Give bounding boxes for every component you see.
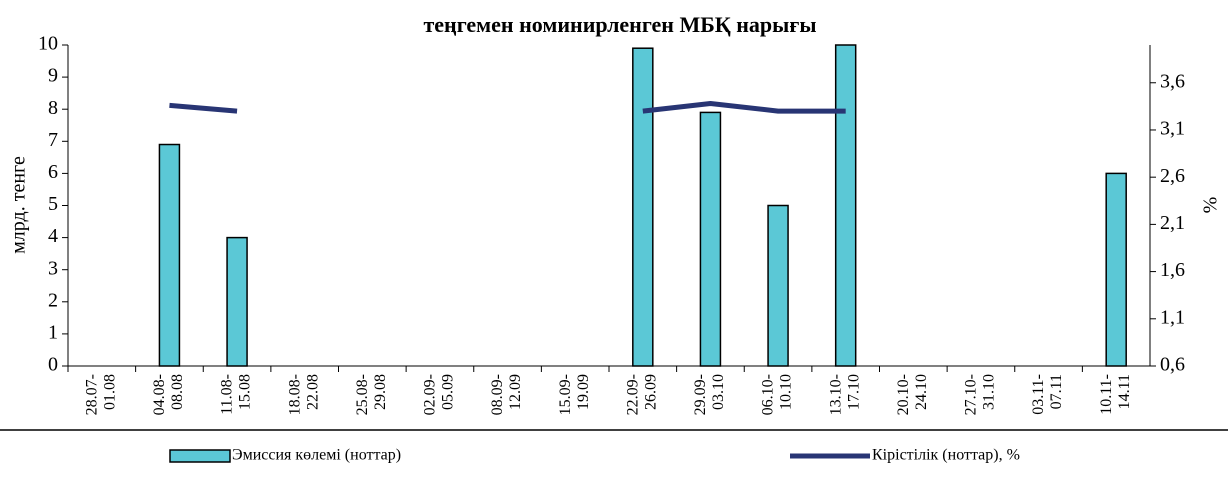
y2-tick-label: 0,6 (1160, 354, 1185, 376)
legend-swatch (169, 449, 231, 463)
x-tick-label: 05.09 (440, 374, 457, 410)
bar (834, 44, 857, 367)
x-tick-label: 22.09- (624, 374, 641, 415)
y-tick-label: 9 (48, 65, 58, 87)
bar (767, 204, 789, 367)
x-tick-label: 10.10 (778, 374, 795, 410)
y-tick-label: 5 (48, 193, 58, 215)
y2-tick-label: 1,6 (1160, 259, 1185, 281)
x-tick-label: 25.08- (354, 374, 371, 415)
x-tick-label: 14.11 (1116, 374, 1133, 409)
x-tick-label: 08.09- (489, 374, 506, 415)
x-tick-label: 26.09 (642, 374, 659, 410)
x-tick-label: 13.10- (827, 374, 844, 415)
x-tick-label: 11.08- (219, 374, 236, 415)
y-tick-label: 8 (48, 97, 58, 119)
line (169, 101, 846, 114)
x-tick-label: 10.11- (1098, 374, 1115, 415)
bar (699, 111, 722, 367)
y2-tick-label: 3,1 (1160, 118, 1185, 140)
x-tick-label: 15.08 (237, 374, 254, 410)
x-tick-label: 03.11- (1030, 374, 1047, 415)
x-tick-label: 03.10 (710, 374, 727, 410)
x-tick-label: 19.09 (575, 374, 592, 410)
x-tick-label: 29.09- (692, 374, 709, 415)
x-tick-label: 01.08 (101, 374, 118, 410)
legend-label: Кірістілік (ноттар), % (872, 447, 1020, 464)
y-tick-label: 2 (48, 289, 58, 311)
bar (1105, 172, 1127, 367)
x-tick-label: 29.08 (372, 374, 389, 410)
y-tick-label: 1 (48, 321, 58, 343)
bar (632, 47, 654, 367)
x-tick-label: 22.08 (304, 374, 321, 410)
y-tick-label: 4 (48, 225, 58, 247)
y-tick-label: 7 (48, 129, 58, 151)
y2-tick-label: 3,6 (1160, 70, 1185, 92)
x-tick-label: 07.11 (1048, 374, 1065, 409)
x-tick-label: 04.08- (151, 374, 168, 415)
bar (158, 143, 181, 367)
x-tick-label: 08.08 (169, 374, 186, 410)
x-tick-label: 02.09- (422, 374, 439, 415)
x-tick-label: 27.10- (963, 374, 980, 415)
y-tick-label: 3 (48, 257, 58, 279)
x-tick-label: 20.10- (895, 374, 912, 415)
y2-tick-label: 2,6 (1160, 165, 1185, 187)
x-tick-label: 28.07- (83, 374, 100, 415)
y2-axis-label: % (1200, 197, 1222, 214)
y-tick-label: 10 (38, 33, 58, 55)
chart-title: теңгемен номинирленген МБҚ нарығы (423, 12, 816, 37)
x-tick-label: 18.08- (286, 374, 303, 415)
bar (226, 236, 248, 367)
y2-tick-label: 1,1 (1160, 306, 1185, 328)
x-tick-label: 06.10- (760, 374, 777, 415)
x-tick-label: 15.09- (557, 374, 574, 415)
x-tick-label: 31.10 (981, 374, 998, 410)
x-tick-label: 17.10 (845, 374, 862, 410)
y-tick-label: 0 (48, 354, 58, 376)
x-tick-label: 24.10 (913, 374, 930, 410)
y-axis-label: млрд. тенге (8, 156, 30, 254)
y2-tick-label: 2,1 (1160, 212, 1185, 234)
x-tick-label: 12.09 (507, 374, 524, 410)
y-tick-label: 6 (48, 161, 58, 183)
legend-label: Эмиссия көлемі (ноттар) (232, 447, 401, 464)
